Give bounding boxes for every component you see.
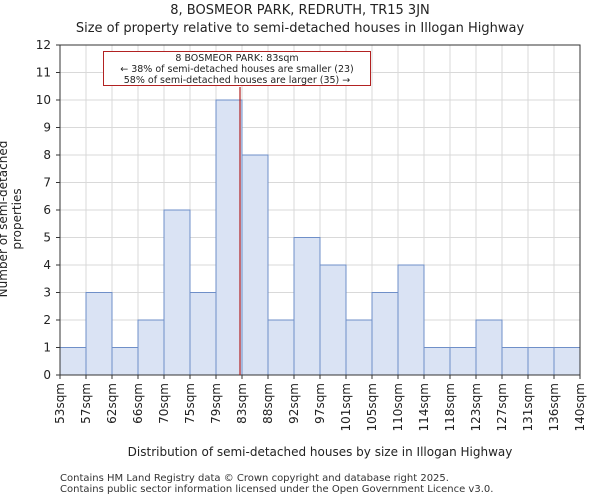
histogram-bar bbox=[527, 347, 555, 376]
footer-line-1: Contains HM Land Registry data © Crown c… bbox=[60, 473, 449, 484]
y-tick-label: 7 bbox=[43, 176, 51, 190]
y-tick-label: 4 bbox=[43, 258, 51, 272]
x-tick-label: 75sqm bbox=[183, 383, 197, 424]
y-tick-label: 11 bbox=[36, 66, 51, 80]
y-tick-label: 2 bbox=[43, 313, 51, 327]
x-tick-label: 70sqm bbox=[157, 383, 171, 424]
x-tick-label: 66sqm bbox=[131, 383, 145, 424]
y-tick-label: 3 bbox=[43, 286, 51, 300]
x-tick-label: 97sqm bbox=[313, 383, 327, 424]
x-tick-label: 83sqm bbox=[235, 383, 249, 424]
y-tick-label: 1 bbox=[43, 341, 51, 355]
histogram-bar bbox=[319, 264, 347, 376]
footer-line-2: Contains public sector information licen… bbox=[60, 484, 494, 495]
histogram-bar bbox=[215, 99, 243, 376]
histogram-bar bbox=[241, 154, 269, 376]
x-tick-label: 110sqm bbox=[391, 383, 405, 431]
histogram-bar bbox=[163, 209, 191, 376]
annotation-line-3: 58% of semi-detached houses are larger (… bbox=[123, 75, 351, 86]
x-tick-label: 114sqm bbox=[417, 383, 431, 431]
x-tick-label: 53sqm bbox=[53, 383, 67, 424]
histogram-bar bbox=[397, 264, 425, 376]
histogram-bar bbox=[85, 292, 113, 376]
histogram-bar bbox=[59, 347, 87, 376]
chart-title: 8, BOSMEOR PARK, REDRUTH, TR15 3JN bbox=[170, 3, 430, 18]
x-tick-label: 62sqm bbox=[105, 383, 119, 424]
histogram-bar bbox=[111, 347, 139, 376]
x-tick-label: 127sqm bbox=[495, 383, 509, 431]
x-tick-label: 88sqm bbox=[261, 383, 275, 424]
y-tick-label: 0 bbox=[43, 368, 51, 382]
x-tick-label: 92sqm bbox=[287, 383, 301, 424]
x-tick-label: 136sqm bbox=[547, 383, 561, 431]
x-tick-label: 131sqm bbox=[521, 383, 535, 431]
x-tick-label: 79sqm bbox=[209, 383, 223, 424]
x-tick-label: 123sqm bbox=[469, 383, 483, 431]
annotation-line-1: 8 BOSMEOR PARK: 83sqm bbox=[175, 53, 299, 64]
y-axis-label: Number of semi-detached properties bbox=[0, 140, 24, 298]
y-tick-label: 5 bbox=[43, 231, 51, 245]
histogram-bar bbox=[371, 292, 399, 376]
x-tick-label: 57sqm bbox=[79, 383, 93, 424]
histogram-bar bbox=[449, 347, 477, 376]
histogram-bar bbox=[267, 319, 295, 376]
x-tick-label: 140sqm bbox=[573, 383, 587, 431]
x-axis-label: Distribution of semi-detached houses by … bbox=[127, 445, 513, 459]
y-tick-label: 6 bbox=[43, 203, 51, 217]
y-tick-label: 10 bbox=[36, 93, 51, 107]
histogram-bar bbox=[189, 292, 217, 376]
x-tick-label: 105sqm bbox=[365, 383, 379, 431]
histogram-bar bbox=[137, 319, 165, 376]
histogram-bar bbox=[423, 347, 451, 376]
y-tick-label: 9 bbox=[43, 121, 51, 135]
histogram-bar bbox=[475, 319, 503, 376]
histogram-bar bbox=[293, 237, 321, 376]
annotation-line-2: ← 38% of semi-detached houses are smalle… bbox=[120, 64, 354, 75]
x-tick-label: 101sqm bbox=[339, 383, 353, 431]
y-tick-label: 8 bbox=[43, 148, 51, 162]
histogram-bar bbox=[345, 319, 373, 376]
property-annotation-box: 8 BOSMEOR PARK: 83sqm ← 38% of semi-deta… bbox=[103, 51, 371, 86]
histogram-bar bbox=[501, 347, 529, 376]
chart-subtitle: Size of property relative to semi-detach… bbox=[75, 21, 525, 36]
histogram-bar bbox=[553, 347, 581, 376]
y-tick-label: 12 bbox=[36, 38, 51, 52]
x-tick-label: 118sqm bbox=[443, 383, 457, 431]
